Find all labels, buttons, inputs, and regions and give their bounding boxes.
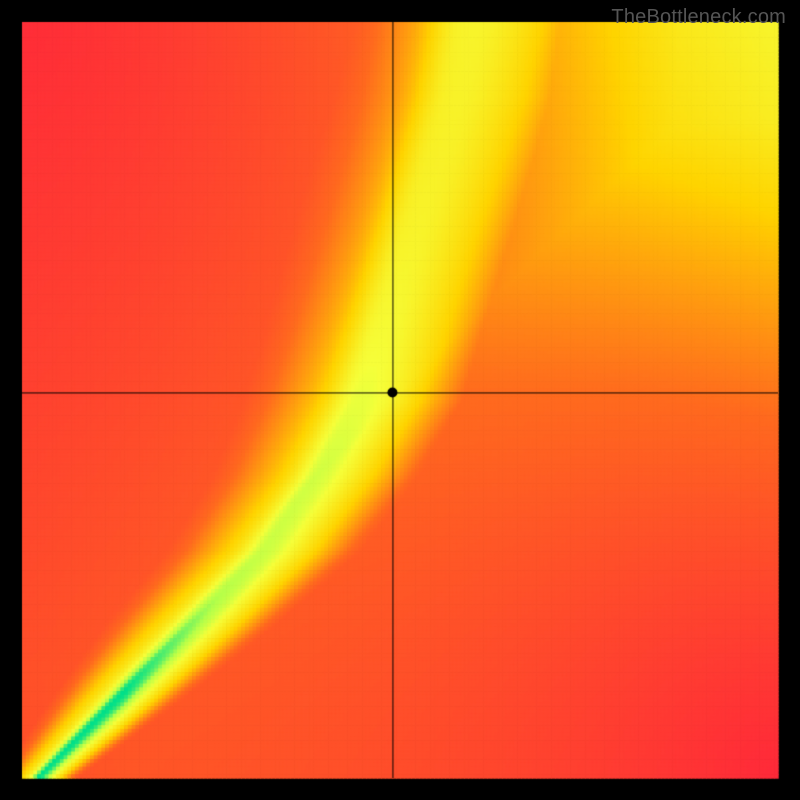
bottleneck-heatmap: [0, 0, 800, 800]
watermark-text: TheBottleneck.com: [611, 6, 786, 29]
